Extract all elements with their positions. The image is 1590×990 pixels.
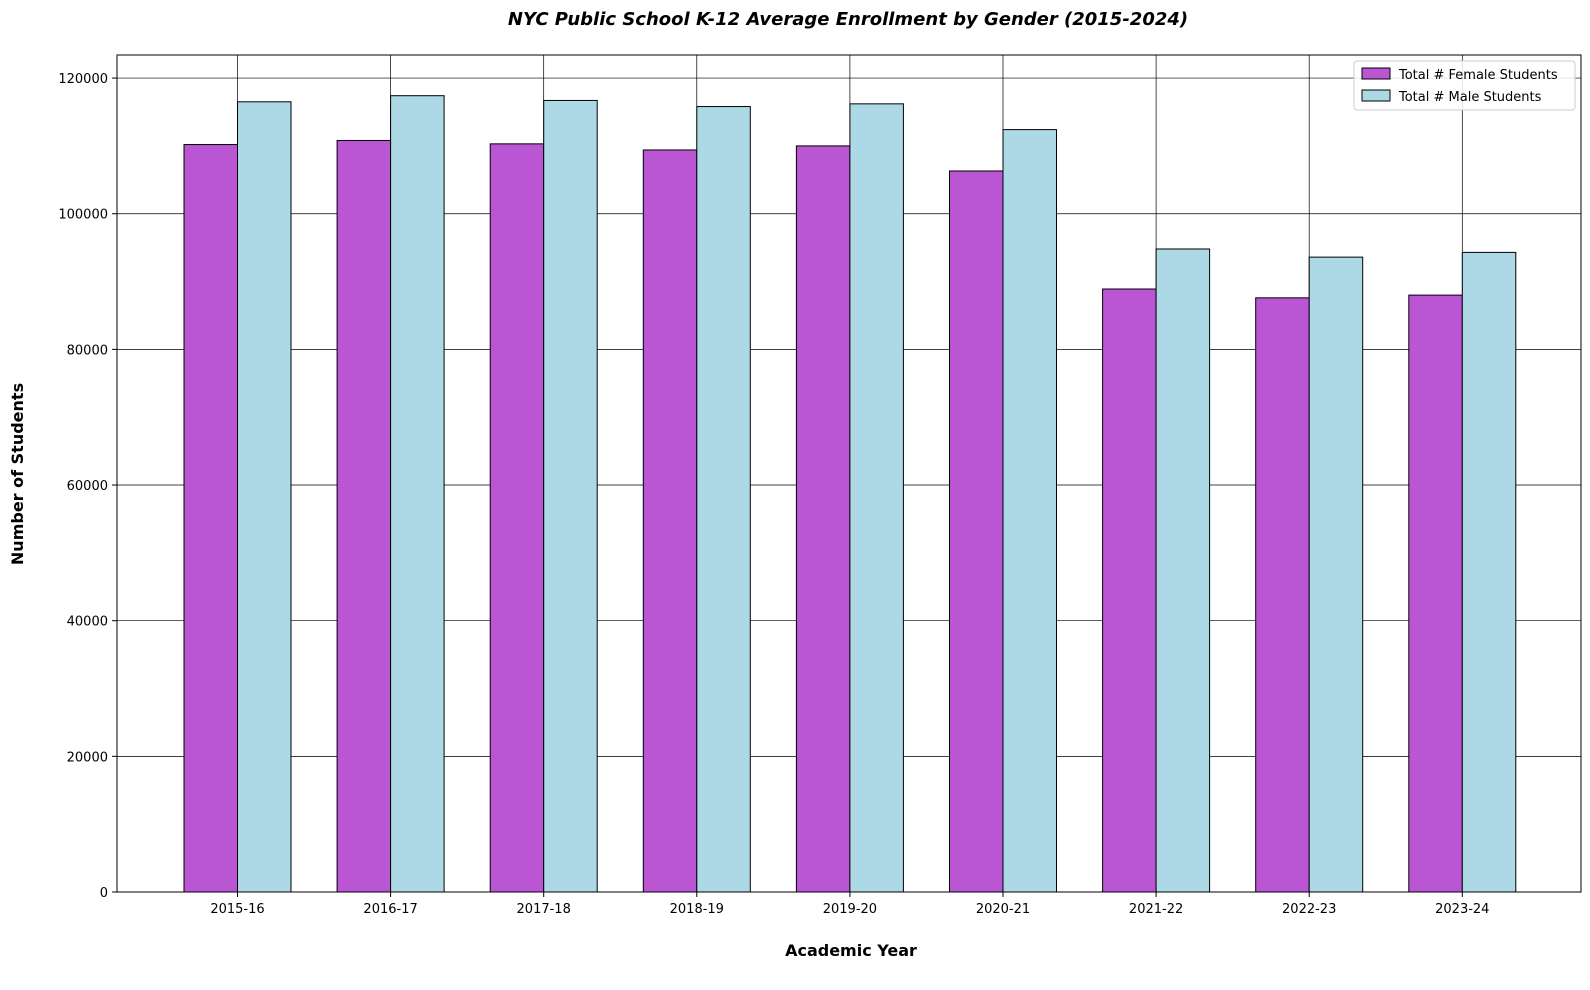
- legend-swatch-male: [1361, 89, 1391, 102]
- y-tick-label: 20000: [67, 750, 108, 765]
- x-tick-label: 2018-19: [670, 902, 724, 917]
- y-tick-label: 80000: [67, 343, 108, 358]
- x-tick-label: 2022-23: [1282, 902, 1336, 917]
- x-tick-label: 2020-21: [976, 902, 1030, 917]
- chart-title: NYC Public School K-12 Average Enrollmen…: [508, 9, 1188, 30]
- y-tick-label: 60000: [67, 479, 108, 494]
- bar-female-2017-18: [489, 143, 545, 893]
- bar-male-2017-18: [543, 99, 598, 893]
- bar-female-2015-16: [183, 144, 238, 893]
- x-tick-label: 2023-24: [1435, 902, 1489, 917]
- legend: Total # Female Students Total # Male Stu…: [1353, 60, 1576, 111]
- bar-female-2019-20: [795, 145, 851, 893]
- bar-male-2020-21: [1002, 129, 1057, 893]
- bar-female-2022-23: [1255, 297, 1310, 893]
- bar-male-2022-23: [1308, 256, 1364, 893]
- legend-swatch-female: [1361, 67, 1391, 80]
- bar-male-2021-22: [1155, 248, 1211, 893]
- legend-label-male: Total # Male Students: [1398, 90, 1542, 105]
- y-tick-label: 100000: [58, 208, 108, 223]
- bar-male-2015-16: [237, 101, 292, 893]
- x-tick-label: 2021-22: [1129, 902, 1183, 917]
- legend-box: [1353, 60, 1576, 111]
- bar-male-2019-20: [849, 103, 904, 893]
- y-tick-label: 0: [100, 886, 108, 901]
- y-axis-ticks: 0 20000 40000 60000 80000 100000 120000: [58, 72, 117, 901]
- y-axis-label: Number of Students: [8, 383, 27, 565]
- y-tick-label: 40000: [67, 615, 108, 630]
- plot-frame: [116, 54, 1582, 893]
- bar-male-2018-19: [696, 106, 751, 893]
- bar-male-2023-24: [1461, 251, 1517, 893]
- bars: [183, 95, 1517, 893]
- bar-female-2021-22: [1102, 288, 1157, 893]
- x-tick-label: 2017-18: [517, 902, 571, 917]
- y-tick-label: 120000: [58, 72, 108, 87]
- x-axis-label: Academic Year: [785, 941, 917, 960]
- bar-female-2016-17: [336, 139, 392, 893]
- x-tick-label: 2016-17: [363, 902, 417, 917]
- bar-female-2020-21: [949, 170, 1004, 893]
- bar-female-2023-24: [1408, 294, 1463, 893]
- bar-female-2018-19: [642, 149, 698, 893]
- bar-male-2016-17: [390, 95, 445, 893]
- x-tick-label: 2015-16: [210, 902, 264, 917]
- x-tick-label: 2019-20: [823, 902, 877, 917]
- legend-label-female: Total # Female Students: [1398, 68, 1558, 83]
- x-axis-ticks: 2015-16 2016-17 2017-18 2018-19 2019-20 2020-…: [210, 892, 1489, 917]
